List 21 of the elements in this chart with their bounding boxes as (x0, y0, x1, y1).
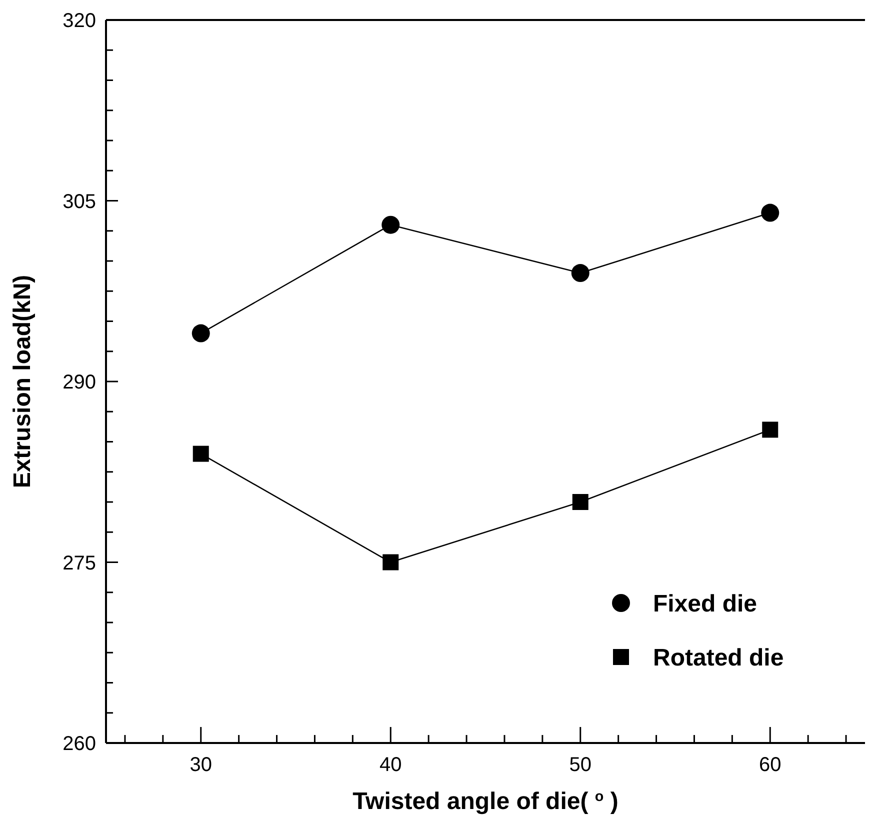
x-axis-title: Twisted angle of die( $^{o}$ ) (352, 788, 618, 815)
x-tick-label: 60 (759, 754, 782, 776)
point (761, 204, 780, 222)
y-tick-label: 305 (62, 190, 96, 213)
point (382, 216, 400, 234)
point (192, 446, 209, 462)
point (572, 494, 588, 510)
legend-label: Rotated die (653, 644, 784, 672)
x-tick-label: 50 (569, 754, 592, 776)
x-tick-label: 30 (190, 754, 212, 776)
y-axis-title: Extrusion load(kN) (9, 274, 36, 488)
y-tick-label: 290 (62, 372, 96, 394)
y-tick-label: 320 (62, 10, 96, 32)
y-tick-label: 275 (62, 552, 96, 574)
point (571, 264, 590, 282)
y-tick-label: 260 (62, 733, 96, 755)
x-tick-label: 40 (380, 754, 402, 776)
point (762, 422, 778, 438)
legend-label: Fixed die (653, 590, 758, 618)
point (382, 554, 399, 570)
point (192, 324, 210, 342)
